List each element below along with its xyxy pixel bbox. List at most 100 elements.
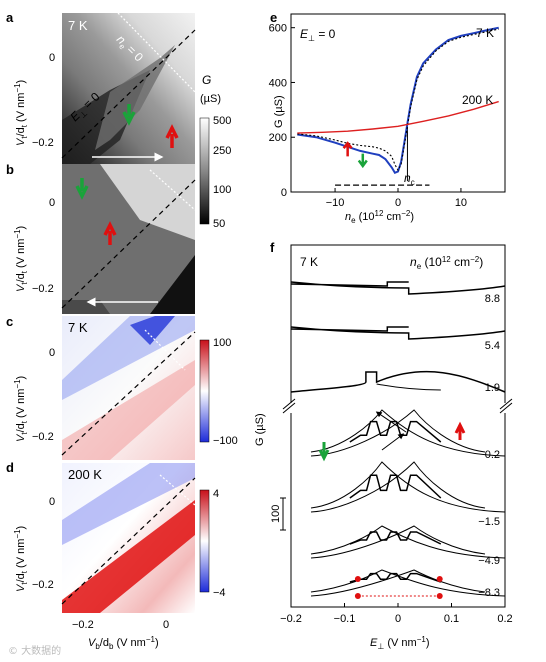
panel-f-xticks: −0.2 −0.1 0 0.1 0.2 [280, 603, 513, 625]
panel-e-xtick-label: 10 [455, 197, 467, 209]
colorbar-c: 100 −100 [199, 337, 238, 447]
panel-f-curve-label: 1.9 [485, 382, 500, 394]
panel-e-xlabel: ne (1012 cm−2) [345, 209, 414, 225]
panel-f-temp: 7 K [300, 255, 318, 269]
panel-d-red-band [62, 500, 195, 613]
panel-f-trace [310, 569, 486, 597]
ytick-a-1: −0.2 [32, 137, 54, 149]
ytick-c-1: −0.2 [32, 431, 54, 443]
panel-e-series [297, 26, 499, 186]
panel-f-trace-jagged [349, 531, 442, 545]
ytick-a-0: 0 [49, 52, 55, 64]
panel-f-curve-label: −1.5 [478, 516, 500, 528]
panel-e-ytick-label: 200 [269, 132, 287, 144]
panel-e-legend-7K: 7 K [476, 26, 494, 40]
colorbar-d-tick-1: −4 [213, 587, 226, 599]
panel-e-legend-200K: 200 K [462, 93, 493, 107]
panel-f-trace [310, 461, 506, 513]
panel-f-curves [290, 281, 506, 599]
panel-label-e: e [270, 10, 277, 25]
panel-c: c 7 K [6, 314, 196, 460]
panel-a-mid-region [95, 45, 175, 150]
panel-f: f 7 K ne (1012 cm−2) 8.8 5.4 1.9 0.2 −1.5 −4.… [254, 240, 514, 651]
panel-f-trace-jagged [349, 420, 442, 443]
panel-label-f: f [270, 240, 275, 255]
ylabel-d: Vt/dt (V nm−1) [13, 526, 29, 592]
panel-f-trace [290, 281, 506, 295]
colorbar-c-tick-1: −100 [213, 435, 238, 447]
ylabel-a: Vt/dt (V nm−1) [13, 80, 29, 146]
colorbar-c-tick-0: 100 [213, 337, 231, 349]
panel-c-blue-core [130, 316, 175, 345]
ylabel-c: Vt/dt (V nm−1) [13, 376, 29, 442]
red-arrow-icon [454, 421, 466, 440]
colorbar-G-tick-2: 100 [213, 184, 231, 196]
colorbar-d-bar [199, 489, 210, 593]
panel-f-break-marks [282, 398, 513, 414]
panel-f-curve-label: 5.4 [485, 340, 500, 352]
panel-f-curve-label: −8.3 [478, 587, 500, 599]
panel-c-white-dotted [144, 329, 186, 371]
panel-f-arrow [375, 411, 407, 433]
panel-d-temp: 200 K [68, 467, 102, 482]
xtick-left-1: 0 [163, 619, 169, 631]
panel-e-nc-label: nc [404, 171, 415, 187]
panel-c-temp: 7 K [68, 320, 88, 335]
colorbar-d-tick-0: 4 [213, 488, 219, 500]
panel-f-trace [310, 525, 506, 559]
panel-d: d 200 K [6, 460, 196, 613]
panel-e-ytick-label: 0 [281, 187, 287, 199]
panel-f-xtick-label: 0.2 [497, 613, 512, 625]
panel-e-xtick-label: 0 [395, 197, 401, 209]
panel-f-trace [310, 569, 506, 597]
panel-f-red-marker [436, 576, 443, 582]
panel-f-xtick-label: −0.1 [334, 613, 356, 625]
panel-b-dark-region [62, 300, 110, 314]
panel-e-series-2 [297, 100, 499, 134]
panel-f-legend: ne (1012 cm−2) [410, 255, 483, 271]
colorbar-G-tick-0: 500 [213, 115, 231, 127]
panel-e-ylabel: G (µS) [273, 95, 285, 128]
panel-f-red-marker [354, 576, 361, 582]
panel-d-blue-band [62, 463, 195, 545]
colorbar-G: G (µS) 500 250 100 50 [199, 73, 231, 230]
panel-f-trace [290, 326, 506, 340]
panel-b-black-corner [150, 255, 195, 314]
panel-f-trace [310, 525, 486, 559]
panel-b: b [6, 162, 196, 314]
left-axes: 0 −0.2 0 −0.2 0 −0.2 0 −0.2 Vt/dt (V nm−… [13, 52, 169, 651]
colorbar-G-bar [199, 117, 210, 225]
panel-f-xtick-label: −0.2 [280, 613, 302, 625]
panel-f-scalebar-label: 100 [270, 505, 282, 523]
green-arrow-icon [318, 442, 330, 462]
ytick-d-1: −0.2 [32, 579, 54, 591]
panel-a: a 7 K ne = 0 E⊥ = 0 [6, 10, 196, 164]
panel-c-E0-line [61, 331, 196, 456]
panel-e-ytick-label: 600 [269, 23, 287, 35]
panel-f-curve-label: 8.8 [485, 293, 500, 305]
panel-f-trace [290, 370, 506, 393]
watermark: © 大数据的 [8, 646, 62, 657]
panel-b-E0-line [61, 179, 196, 309]
ytick-b-1: −0.2 [32, 283, 54, 295]
panel-f-trace-jagged [349, 474, 442, 499]
ytick-d-0: 0 [49, 496, 55, 508]
panel-e-annotation: E⊥ = 0 [300, 27, 336, 43]
xtick-left-0: −0.2 [72, 619, 94, 631]
panel-label-c: c [6, 314, 13, 329]
panel-b-bright-region [100, 164, 195, 240]
panel-label-a: a [6, 10, 14, 25]
panel-e-series-1 [297, 28, 499, 172]
xlabel-left: Vb/db (V nm−1) [88, 635, 159, 651]
colorbar-G-unit: (µS) [200, 93, 221, 105]
panel-label-d: d [6, 460, 14, 475]
panel-a-E0-line [61, 29, 196, 159]
panel-f-trace [310, 461, 486, 513]
panel-e-xtick-label: −10 [326, 197, 345, 209]
panel-f-trace [376, 383, 441, 391]
green-arrow-icon [122, 104, 136, 126]
panel-f-curve-label: −4.9 [478, 555, 500, 567]
